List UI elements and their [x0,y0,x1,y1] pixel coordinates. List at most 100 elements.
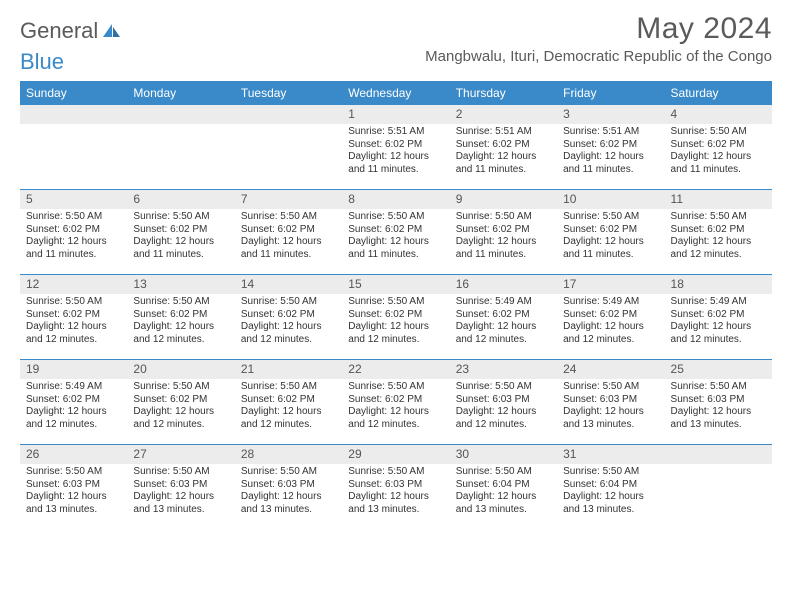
sunset-line: Sunset: 6:02 PM [456,224,551,237]
day-details: Sunrise: 5:50 AMSunset: 6:02 PMDaylight:… [127,379,234,435]
sunrise-line: Sunrise: 5:49 AM [671,296,766,309]
day-details: Sunrise: 5:50 AMSunset: 6:02 PMDaylight:… [235,294,342,350]
day-number: 18 [665,275,772,294]
sunset-line: Sunset: 6:03 PM [456,394,551,407]
month-title: May 2024 [425,12,772,46]
day-cell: 27Sunrise: 5:50 AMSunset: 6:03 PMDayligh… [127,445,234,529]
sunrise-line: Sunrise: 5:50 AM [456,381,551,394]
sunset-line: Sunset: 6:03 PM [26,479,121,492]
sunrise-line: Sunrise: 5:50 AM [26,211,121,224]
day-cell: 18Sunrise: 5:49 AMSunset: 6:02 PMDayligh… [665,275,772,359]
day-header: Monday [127,81,234,105]
daylight-line: Daylight: 12 hours and 11 minutes. [348,236,443,261]
sunrise-line: Sunrise: 5:50 AM [26,466,121,479]
day-number: 27 [127,445,234,464]
day-details: Sunrise: 5:50 AMSunset: 6:04 PMDaylight:… [450,464,557,520]
sunrise-line: Sunrise: 5:50 AM [348,381,443,394]
day-details: Sunrise: 5:51 AMSunset: 6:02 PMDaylight:… [450,124,557,180]
day-number: 19 [20,360,127,379]
day-number [665,445,772,464]
logo: General [20,12,121,44]
sunset-line: Sunset: 6:03 PM [348,479,443,492]
day-number: 20 [127,360,234,379]
day-cell: 19Sunrise: 5:49 AMSunset: 6:02 PMDayligh… [20,360,127,444]
sunset-line: Sunset: 6:04 PM [563,479,658,492]
sunrise-line: Sunrise: 5:50 AM [241,296,336,309]
sunrise-line: Sunrise: 5:50 AM [241,466,336,479]
day-cell: 10Sunrise: 5:50 AMSunset: 6:02 PMDayligh… [557,190,664,274]
sunset-line: Sunset: 6:02 PM [133,309,228,322]
day-cell: 3Sunrise: 5:51 AMSunset: 6:02 PMDaylight… [557,105,664,189]
day-number: 11 [665,190,772,209]
sunrise-line: Sunrise: 5:50 AM [241,211,336,224]
day-cell: 6Sunrise: 5:50 AMSunset: 6:02 PMDaylight… [127,190,234,274]
day-number: 16 [450,275,557,294]
day-details: Sunrise: 5:51 AMSunset: 6:02 PMDaylight:… [342,124,449,180]
calendar-weeks: 1Sunrise: 5:51 AMSunset: 6:02 PMDaylight… [20,105,772,529]
day-details: Sunrise: 5:50 AMSunset: 6:03 PMDaylight:… [127,464,234,520]
sunrise-line: Sunrise: 5:49 AM [456,296,551,309]
logo-text-b: Blue [20,49,100,75]
sunrise-line: Sunrise: 5:50 AM [671,126,766,139]
day-number: 1 [342,105,449,124]
sunset-line: Sunset: 6:02 PM [563,139,658,152]
location-subtitle: Mangbwalu, Ituri, Democratic Republic of… [425,48,772,65]
sunset-line: Sunset: 6:02 PM [348,394,443,407]
day-number: 25 [665,360,772,379]
sunrise-line: Sunrise: 5:50 AM [671,381,766,394]
sunrise-line: Sunrise: 5:50 AM [563,466,658,479]
day-header: Sunday [20,81,127,105]
daylight-line: Daylight: 12 hours and 13 minutes. [671,406,766,431]
daylight-line: Daylight: 12 hours and 11 minutes. [563,236,658,261]
week-row: 1Sunrise: 5:51 AMSunset: 6:02 PMDaylight… [20,105,772,189]
daylight-line: Daylight: 12 hours and 12 minutes. [133,406,228,431]
daylight-line: Daylight: 12 hours and 13 minutes. [241,491,336,516]
day-details: Sunrise: 5:50 AMSunset: 6:04 PMDaylight:… [557,464,664,520]
sunset-line: Sunset: 6:02 PM [456,309,551,322]
sunset-line: Sunset: 6:02 PM [671,309,766,322]
day-number: 26 [20,445,127,464]
sunset-line: Sunset: 6:02 PM [563,224,658,237]
day-cell: 30Sunrise: 5:50 AMSunset: 6:04 PMDayligh… [450,445,557,529]
day-details: Sunrise: 5:50 AMSunset: 6:02 PMDaylight:… [127,209,234,265]
sunrise-line: Sunrise: 5:50 AM [348,211,443,224]
sunset-line: Sunset: 6:02 PM [26,394,121,407]
day-number: 21 [235,360,342,379]
calendar: SundayMondayTuesdayWednesdayThursdayFrid… [20,81,772,529]
day-number: 28 [235,445,342,464]
day-cell: 26Sunrise: 5:50 AMSunset: 6:03 PMDayligh… [20,445,127,529]
daylight-line: Daylight: 12 hours and 13 minutes. [563,491,658,516]
sunset-line: Sunset: 6:02 PM [133,394,228,407]
sunset-line: Sunset: 6:02 PM [348,309,443,322]
sunset-line: Sunset: 6:02 PM [26,309,121,322]
sunset-line: Sunset: 6:02 PM [348,139,443,152]
day-number: 8 [342,190,449,209]
day-number: 5 [20,190,127,209]
sunset-line: Sunset: 6:02 PM [456,139,551,152]
day-details: Sunrise: 5:49 AMSunset: 6:02 PMDaylight:… [557,294,664,350]
day-cell: 2Sunrise: 5:51 AMSunset: 6:02 PMDaylight… [450,105,557,189]
sunrise-line: Sunrise: 5:50 AM [563,211,658,224]
header: General May 2024 Mangbwalu, Ituri, Democ… [20,12,772,65]
sunset-line: Sunset: 6:02 PM [348,224,443,237]
sunrise-line: Sunrise: 5:50 AM [133,211,228,224]
day-cell: 13Sunrise: 5:50 AMSunset: 6:02 PMDayligh… [127,275,234,359]
sunset-line: Sunset: 6:02 PM [241,394,336,407]
sunrise-line: Sunrise: 5:50 AM [671,211,766,224]
sunrise-line: Sunrise: 5:49 AM [563,296,658,309]
day-cell: 17Sunrise: 5:49 AMSunset: 6:02 PMDayligh… [557,275,664,359]
sunset-line: Sunset: 6:03 PM [563,394,658,407]
sunset-line: Sunset: 6:02 PM [671,139,766,152]
day-details: Sunrise: 5:51 AMSunset: 6:02 PMDaylight:… [557,124,664,180]
daylight-line: Daylight: 12 hours and 11 minutes. [671,151,766,176]
daylight-line: Daylight: 12 hours and 11 minutes. [348,151,443,176]
day-details: Sunrise: 5:50 AMSunset: 6:03 PMDaylight:… [235,464,342,520]
daylight-line: Daylight: 12 hours and 11 minutes. [456,236,551,261]
day-details: Sunrise: 5:50 AMSunset: 6:03 PMDaylight:… [20,464,127,520]
sunset-line: Sunset: 6:03 PM [133,479,228,492]
sunset-line: Sunset: 6:03 PM [671,394,766,407]
day-cell: 12Sunrise: 5:50 AMSunset: 6:02 PMDayligh… [20,275,127,359]
day-details: Sunrise: 5:50 AMSunset: 6:02 PMDaylight:… [557,209,664,265]
day-number: 23 [450,360,557,379]
sunrise-line: Sunrise: 5:50 AM [133,381,228,394]
